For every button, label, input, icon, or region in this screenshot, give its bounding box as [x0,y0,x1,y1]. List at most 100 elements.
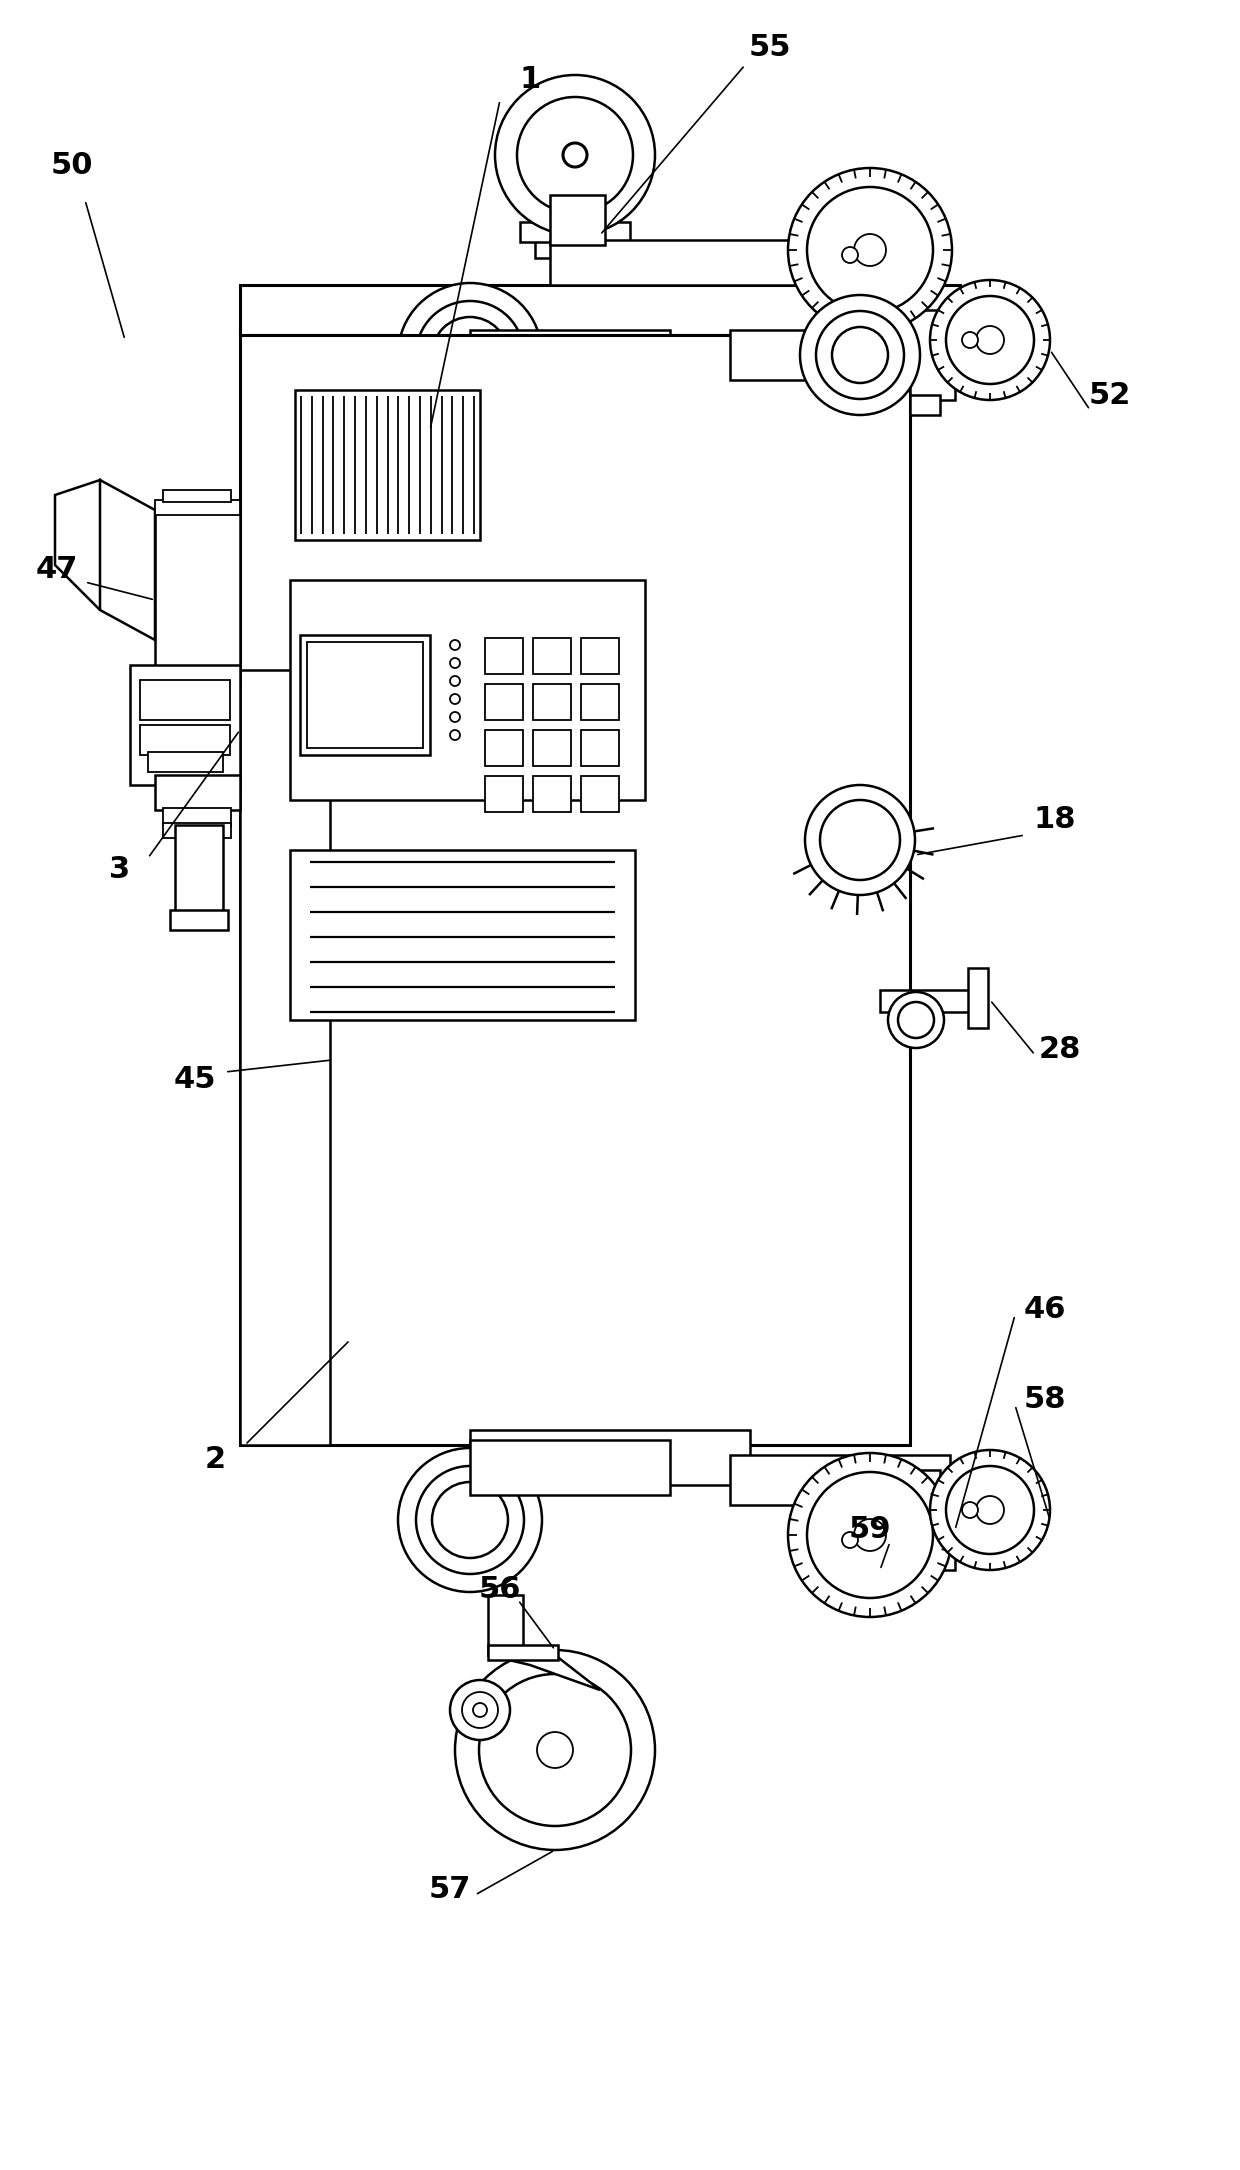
Bar [485,638,523,675]
Bar [308,642,423,749]
Bar [582,684,619,720]
Bar [533,777,570,812]
Bar [730,1456,950,1506]
Circle shape [495,76,655,234]
Bar [175,825,223,916]
Circle shape [816,310,904,399]
Bar [485,684,523,720]
Text: 47: 47 [36,556,78,584]
Text: 50: 50 [51,150,93,180]
Bar [470,330,670,384]
Bar [130,664,241,786]
Circle shape [415,302,525,408]
Text: 18: 18 [1034,805,1076,835]
Text: 28: 28 [1039,1035,1081,1065]
Bar [155,775,241,809]
Polygon shape [92,480,155,640]
Bar [170,909,228,931]
Bar [241,671,330,1445]
Circle shape [398,282,542,427]
Bar [910,395,940,414]
Circle shape [800,295,920,414]
Bar [148,753,223,773]
Text: 59: 59 [848,1515,892,1545]
Bar [910,310,955,399]
Circle shape [946,295,1034,384]
Circle shape [962,1502,978,1519]
Circle shape [450,640,460,651]
Bar [300,636,430,755]
Bar [140,725,229,755]
Text: 3: 3 [109,855,130,885]
Circle shape [472,1703,487,1716]
Circle shape [976,1495,1004,1523]
Bar [470,1441,670,1495]
Bar [582,638,619,675]
Circle shape [842,1532,858,1547]
Bar [485,729,523,766]
Bar [551,195,605,245]
Circle shape [463,1693,498,1727]
Text: 55: 55 [749,33,791,63]
Bar [140,679,229,720]
Bar [241,334,910,1445]
Circle shape [450,712,460,723]
Circle shape [398,1447,542,1593]
Bar [489,1645,558,1660]
Polygon shape [489,1656,600,1690]
Bar [155,499,241,514]
Circle shape [888,992,944,1048]
Text: 45: 45 [174,1065,216,1094]
Circle shape [563,143,587,167]
Bar [485,777,523,812]
Bar [162,822,231,838]
Circle shape [450,694,460,703]
Circle shape [479,1673,631,1825]
Bar [880,990,980,1011]
Circle shape [854,234,887,267]
Circle shape [820,801,900,881]
Circle shape [898,1003,934,1037]
Circle shape [807,1471,932,1597]
Polygon shape [55,480,100,610]
Bar [290,851,635,1020]
Bar [534,241,615,258]
Bar [520,221,630,243]
Bar [910,1480,955,1571]
Bar [533,729,570,766]
Bar [582,777,619,812]
Circle shape [842,247,858,263]
Bar [542,1450,667,1489]
Circle shape [805,786,915,894]
Circle shape [432,1482,508,1558]
Text: 52: 52 [1089,380,1131,410]
Bar [470,1430,750,1484]
Bar [295,391,480,540]
Text: 57: 57 [429,1875,471,1905]
Text: 2: 2 [205,1445,226,1473]
Circle shape [450,1680,510,1740]
Circle shape [787,1454,952,1617]
Bar [290,579,645,801]
Circle shape [976,326,1004,354]
Circle shape [962,332,978,347]
Text: 56: 56 [479,1575,521,1604]
Circle shape [517,98,632,213]
Bar [968,968,988,1029]
Circle shape [450,658,460,668]
Circle shape [832,328,888,382]
Circle shape [432,317,508,393]
Circle shape [415,1467,525,1573]
Bar [582,729,619,766]
Circle shape [450,677,460,686]
Bar [155,510,241,686]
Bar [542,341,667,378]
Circle shape [537,1732,573,1769]
Circle shape [854,1519,887,1552]
Circle shape [455,1649,655,1851]
Circle shape [787,167,952,332]
Bar [241,284,960,334]
Bar [533,684,570,720]
Bar [470,1480,525,1530]
Bar [910,1469,940,1491]
